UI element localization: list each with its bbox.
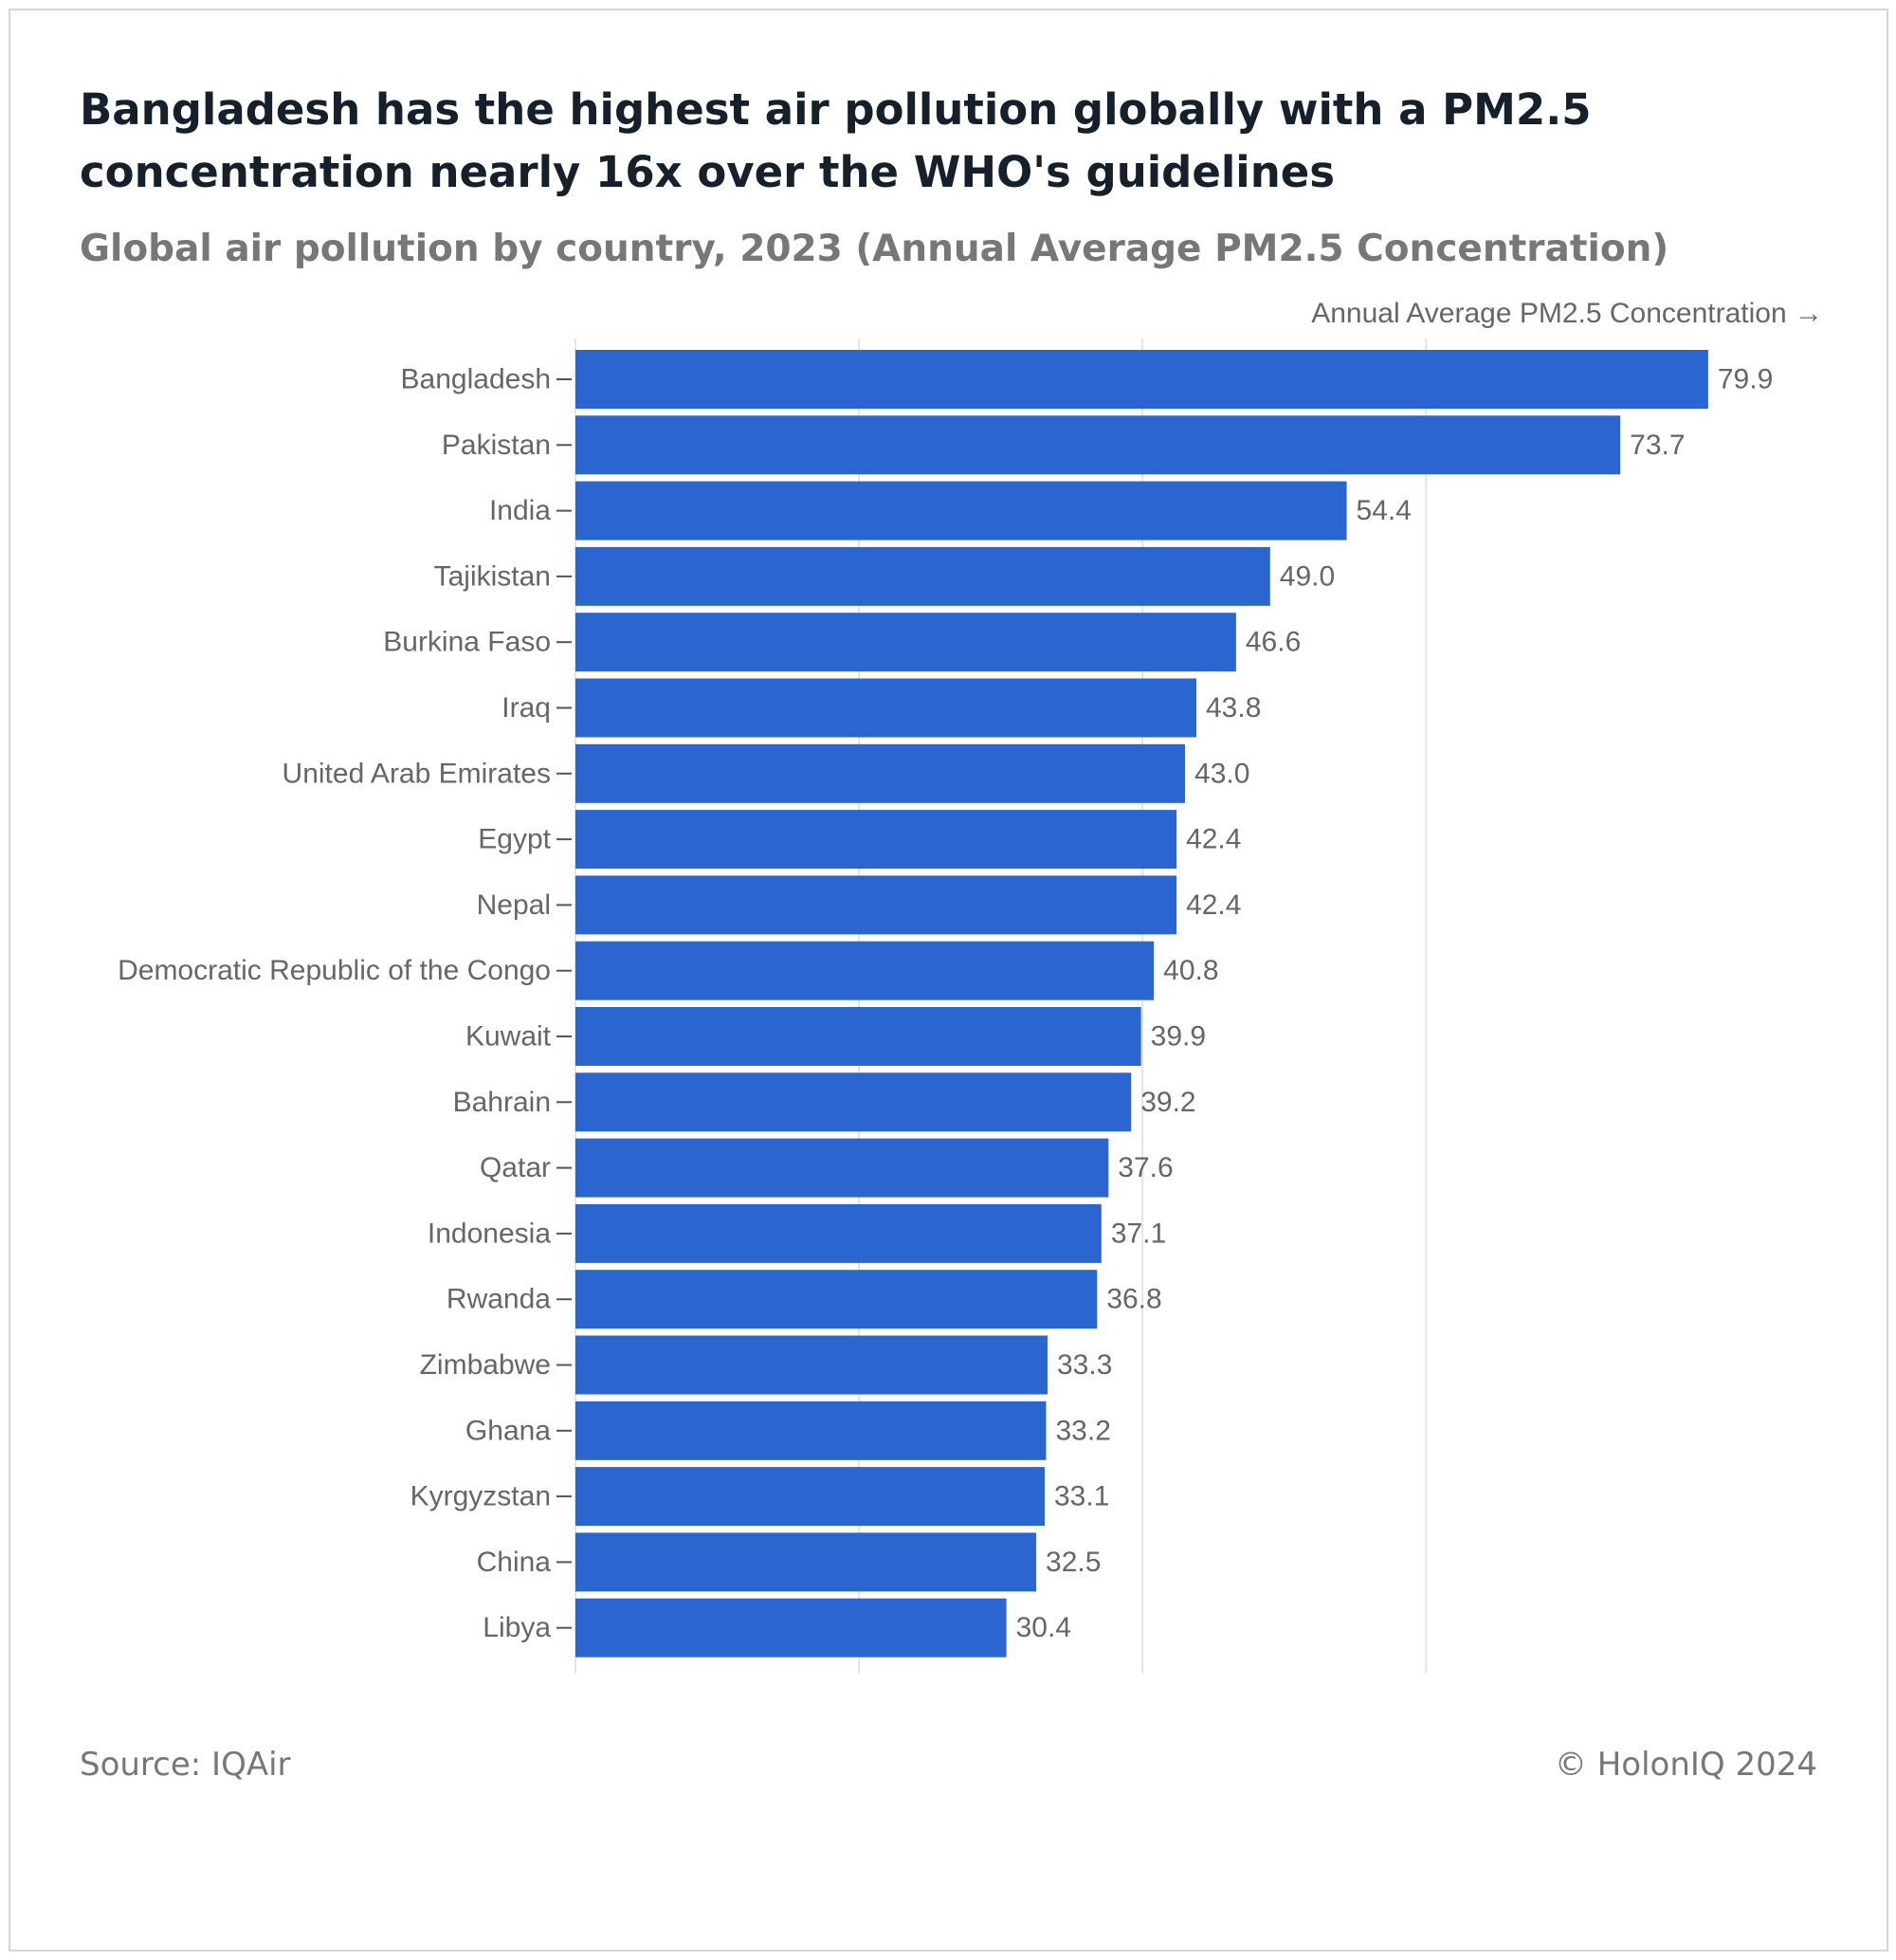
category-label: Bahrain (453, 1087, 551, 1118)
bar (575, 1138, 1109, 1198)
value-label: 33.3 (1057, 1349, 1112, 1381)
bar (575, 1401, 1047, 1460)
bar (575, 1335, 1048, 1395)
x-axis-label: Annual Average PM2.5 Concentration → (1311, 298, 1823, 329)
bar (575, 1467, 1045, 1527)
bar (575, 941, 1155, 1000)
category-label: Rwanda (447, 1284, 551, 1315)
value-label: 79.9 (1718, 364, 1773, 395)
bar (575, 546, 1270, 606)
category-label: Ghana (465, 1415, 551, 1446)
bar (575, 743, 1186, 803)
category-label: China (477, 1547, 552, 1578)
category-label: Nepal (477, 889, 551, 921)
source-note: Source: IQAir (80, 1746, 291, 1784)
bar (575, 1072, 1132, 1132)
category-label: Democratic Republic of the Congo (118, 955, 551, 986)
value-label: 36.8 (1106, 1284, 1161, 1315)
category-label: Libya (483, 1612, 551, 1643)
chart-title: Bangladesh has the highest air pollution… (80, 84, 1592, 197)
value-label: 32.5 (1046, 1547, 1101, 1578)
value-label: 46.6 (1246, 627, 1301, 658)
bar (575, 1598, 1007, 1658)
bar (575, 350, 1708, 409)
value-label: 49.0 (1280, 560, 1335, 592)
value-label: 33.2 (1055, 1415, 1110, 1446)
value-label: 39.2 (1140, 1087, 1195, 1118)
bar (575, 678, 1197, 738)
value-label: 42.4 (1186, 824, 1241, 855)
category-label: Burkina Faso (383, 627, 551, 658)
value-label: 30.4 (1016, 1612, 1071, 1643)
value-label: 73.7 (1630, 430, 1685, 461)
bar (575, 613, 1236, 672)
value-label: 40.8 (1163, 955, 1218, 986)
category-label: Bangladesh (401, 364, 551, 395)
category-label: Kyrgyzstan (410, 1481, 551, 1512)
category-label: Kuwait (465, 1021, 552, 1053)
value-label: 43.8 (1206, 692, 1261, 724)
bar (575, 415, 1621, 475)
category-label: Pakistan (442, 430, 551, 461)
value-label: 37.1 (1111, 1218, 1166, 1249)
bar (575, 1532, 1037, 1592)
bar (575, 1007, 1141, 1066)
value-label: 43.0 (1194, 758, 1249, 789)
copyright-note: © HolonIQ 2024 (1554, 1746, 1817, 1784)
category-label: India (489, 495, 551, 526)
bar (575, 1203, 1102, 1263)
value-label: 37.6 (1118, 1152, 1173, 1183)
value-label: 33.1 (1054, 1481, 1109, 1512)
category-label: Egypt (478, 824, 551, 855)
value-label: 54.4 (1357, 495, 1412, 526)
category-label: Indonesia (428, 1218, 551, 1249)
bar (575, 810, 1177, 870)
bar (575, 1270, 1098, 1329)
category-label: Iraq (501, 692, 551, 724)
bar (575, 481, 1347, 540)
value-label: 42.4 (1186, 889, 1241, 921)
bar (575, 875, 1177, 935)
value-label: 39.9 (1151, 1021, 1206, 1053)
category-label: Zimbabwe (420, 1349, 551, 1381)
category-label: Qatar (480, 1152, 551, 1183)
category-label: United Arab Emirates (283, 758, 551, 789)
category-label: Tajikistan (434, 560, 551, 592)
chart-subtitle: Global air pollution by country, 2023 (A… (80, 228, 1669, 270)
